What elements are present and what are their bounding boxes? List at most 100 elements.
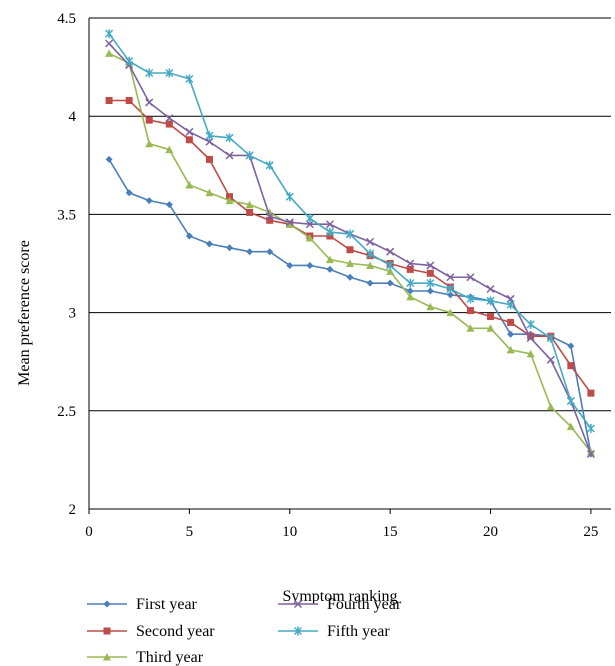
series-1 bbox=[105, 155, 595, 458]
legend-item: Fifth year bbox=[278, 623, 390, 640]
data-point bbox=[125, 56, 134, 66]
data-point bbox=[546, 355, 555, 364]
data-point bbox=[165, 114, 174, 123]
x-tick-label: 20 bbox=[483, 524, 498, 540]
data-point bbox=[386, 267, 395, 275]
legend-item: Second year bbox=[87, 623, 215, 640]
data-point bbox=[165, 120, 173, 128]
legend-label: Third year bbox=[136, 649, 204, 666]
data-point bbox=[286, 261, 294, 269]
data-point bbox=[426, 278, 435, 288]
data-point bbox=[586, 449, 595, 459]
data-point bbox=[526, 319, 535, 329]
data-point bbox=[185, 127, 194, 136]
data-point bbox=[225, 196, 234, 205]
y-tick-label: 4 bbox=[69, 109, 77, 125]
data-point bbox=[507, 330, 515, 338]
legend-label: Fifth year bbox=[327, 623, 390, 640]
data-point bbox=[386, 279, 394, 287]
data-point bbox=[506, 300, 515, 310]
data-point bbox=[386, 260, 395, 270]
series-2 bbox=[105, 96, 595, 397]
y-axis-label: Mean preference score bbox=[16, 240, 33, 386]
data-point bbox=[105, 96, 113, 104]
legend-marker bbox=[103, 627, 111, 635]
x-axis-label: Symptom ranking bbox=[282, 588, 397, 605]
legend-label: First year bbox=[136, 596, 198, 613]
data-point bbox=[406, 265, 414, 273]
data-point bbox=[546, 333, 555, 343]
data-point bbox=[225, 133, 234, 143]
legend-label: Second year bbox=[136, 623, 215, 640]
legend-label: Fourth year bbox=[327, 596, 402, 613]
data-point bbox=[285, 218, 294, 227]
data-point bbox=[426, 261, 435, 270]
data-point bbox=[406, 292, 415, 301]
data-point bbox=[265, 160, 274, 170]
data-point bbox=[145, 116, 153, 124]
data-point bbox=[245, 150, 254, 160]
data-point bbox=[245, 200, 254, 209]
tick-labels: 2 2.5 3 3.5 4 4.5 0 5 10 15 20 25 bbox=[57, 11, 598, 540]
data-point bbox=[406, 278, 415, 288]
x-tick-label: 25 bbox=[583, 524, 598, 540]
y-tick-label: 3.5 bbox=[57, 207, 76, 223]
data-point bbox=[406, 287, 414, 295]
data-point bbox=[325, 227, 334, 237]
data-point bbox=[426, 269, 434, 277]
data-point bbox=[305, 213, 314, 223]
data-point bbox=[145, 197, 153, 205]
data-point bbox=[105, 155, 113, 163]
data-point bbox=[326, 265, 334, 273]
legend-item: First year bbox=[87, 596, 198, 613]
data-point bbox=[225, 151, 234, 160]
data-point bbox=[165, 201, 173, 209]
data-point bbox=[446, 284, 455, 294]
data-point bbox=[466, 273, 475, 282]
data-point bbox=[546, 402, 555, 411]
data-point bbox=[325, 220, 334, 229]
data-point bbox=[346, 246, 354, 254]
data-point bbox=[566, 396, 575, 406]
data-point bbox=[426, 302, 435, 311]
data-point bbox=[125, 189, 133, 197]
legend-item: Fourth year bbox=[278, 596, 402, 613]
data-point bbox=[226, 244, 234, 252]
data-point bbox=[306, 261, 314, 269]
data-point bbox=[486, 285, 495, 294]
data-point bbox=[205, 240, 213, 248]
data-point bbox=[366, 237, 375, 246]
data-point bbox=[125, 96, 133, 104]
y-tick-label: 4.5 bbox=[57, 11, 76, 27]
x-tick-label: 5 bbox=[186, 524, 194, 540]
legend-marker bbox=[103, 600, 111, 608]
data-point bbox=[527, 332, 535, 340]
data-point bbox=[205, 137, 214, 146]
data-point bbox=[446, 273, 455, 282]
data-point bbox=[526, 334, 535, 343]
data-point bbox=[506, 294, 515, 303]
grid-lines bbox=[89, 17, 611, 412]
data-point bbox=[567, 342, 575, 350]
data-point bbox=[567, 362, 575, 370]
data-point bbox=[285, 192, 294, 202]
data-point bbox=[145, 139, 154, 148]
data-point bbox=[526, 349, 535, 358]
data-point bbox=[586, 423, 595, 433]
data-point bbox=[506, 345, 515, 354]
data-point bbox=[426, 287, 434, 295]
x-tick-label: 0 bbox=[85, 524, 93, 540]
series-5 bbox=[105, 29, 595, 433]
data-point bbox=[105, 39, 114, 48]
y-tick-label: 3 bbox=[69, 306, 77, 322]
data-point bbox=[205, 188, 214, 197]
data-point bbox=[105, 49, 114, 57]
data-point bbox=[266, 248, 274, 256]
data-point bbox=[325, 255, 334, 264]
data-point bbox=[507, 318, 515, 326]
x-tick-label: 15 bbox=[383, 524, 398, 540]
data-point bbox=[566, 422, 575, 431]
data-point bbox=[386, 247, 395, 256]
data-point bbox=[366, 261, 375, 269]
